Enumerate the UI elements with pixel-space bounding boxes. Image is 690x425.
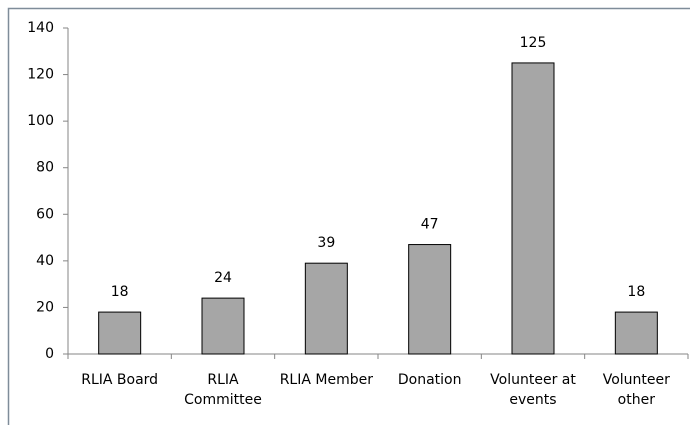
bar [614,311,658,355]
data-label: 18 [627,284,645,300]
y-tick-label: 100 [27,113,54,129]
frame [7,7,690,425]
y-tick-label: 80 [36,160,54,176]
bar [304,262,348,355]
x-tick-label: RLIA Member [279,372,373,388]
y-tick-label: 0 [45,346,54,362]
x-tick-label: RLIA Committee [184,372,262,408]
bar [98,311,142,355]
x-tick-label: RLIA Board [81,372,159,388]
bar [408,244,452,355]
y-tick-label: 120 [27,67,54,83]
y-tick-label: 60 [36,206,54,222]
data-label: 47 [421,217,439,233]
y-tick-label: 20 [36,299,54,315]
data-label: 125 [520,35,547,51]
data-label: 24 [214,270,232,286]
x-tick-label: Volunteer other [602,372,670,408]
y-tick-label: 40 [36,253,54,269]
y-tick-label: 140 [27,20,54,36]
data-label: 18 [111,284,129,300]
data-label: 39 [317,235,335,251]
x-tick-label: Volunteer at events [490,372,576,408]
bar [511,62,555,355]
x-tick-label: Donation [397,372,462,388]
bar [201,297,245,355]
